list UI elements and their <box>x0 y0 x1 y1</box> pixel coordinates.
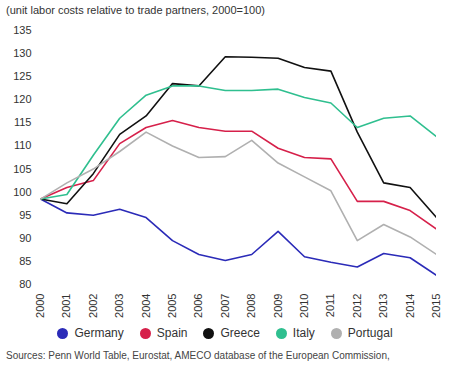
svg-text:130: 130 <box>13 47 31 59</box>
svg-text:2015: 2015 <box>430 294 442 318</box>
svg-text:2011: 2011 <box>324 294 336 318</box>
svg-text:115: 115 <box>14 116 32 128</box>
svg-text:2004: 2004 <box>140 294 152 318</box>
html-text:Germany: Germany <box>74 326 124 340</box>
svg-text:2010: 2010 <box>298 294 310 318</box>
svg-text:125: 125 <box>13 70 31 82</box>
html-text:(unit labor costs relative to: (unit labor costs relative to trade part… <box>6 4 265 16</box>
svg-text:2006: 2006 <box>192 294 204 318</box>
svg-text:80: 80 <box>19 278 31 290</box>
html-text:Greece: Greece <box>220 326 260 340</box>
html-text:Sources: Penn World Table, Eur: Sources: Penn World Table, Eurostat, AME… <box>6 350 390 361</box>
html-text:Italy: Italy <box>292 326 315 340</box>
svg-text:105: 105 <box>13 163 31 175</box>
svg-text:100: 100 <box>13 186 31 198</box>
svg-text:135: 135 <box>13 24 31 36</box>
svg-text:2002: 2002 <box>87 294 99 318</box>
svg-text:2013: 2013 <box>377 294 389 318</box>
svg-text:2007: 2007 <box>219 294 231 318</box>
svg-text:2001: 2001 <box>60 294 72 318</box>
html-text:Portugal: Portugal <box>347 326 393 340</box>
html-text:Spain: Spain <box>156 326 188 340</box>
svg-text:2014: 2014 <box>404 294 416 318</box>
svg-text:120: 120 <box>13 93 31 105</box>
svg-text:2003: 2003 <box>113 294 125 318</box>
svg-text:2012: 2012 <box>351 294 363 318</box>
svg-text:2000: 2000 <box>34 294 46 318</box>
svg-text:2008: 2008 <box>245 294 257 318</box>
svg-text:85: 85 <box>19 255 31 267</box>
svg-text:2009: 2009 <box>272 294 284 318</box>
svg-text:2005: 2005 <box>166 294 178 318</box>
svg-text:90: 90 <box>19 232 31 244</box>
svg-text:110: 110 <box>14 139 32 151</box>
svg-text:95: 95 <box>19 209 31 221</box>
